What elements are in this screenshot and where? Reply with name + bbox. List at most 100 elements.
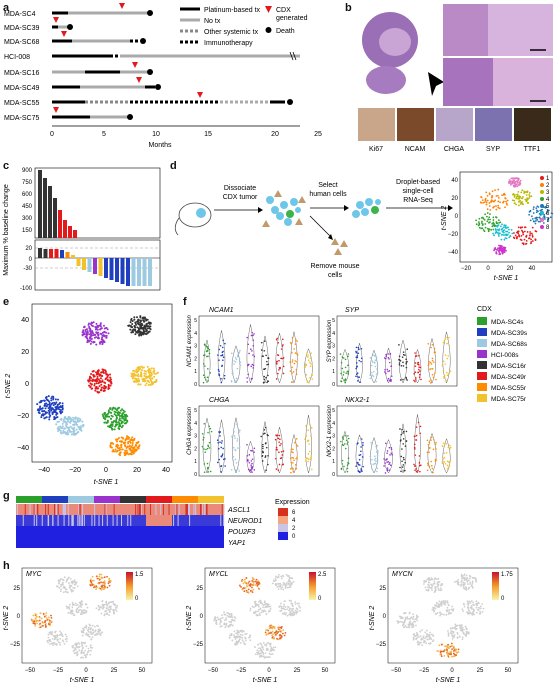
tsne-point bbox=[503, 248, 506, 251]
tsne-point bbox=[64, 431, 67, 434]
tsne-point bbox=[99, 324, 102, 327]
tsne-point bbox=[103, 580, 106, 582]
tsne-point bbox=[44, 624, 47, 626]
violin-point bbox=[296, 354, 299, 356]
violin-point bbox=[430, 379, 432, 381]
violin-point bbox=[253, 451, 255, 453]
tsne-point bbox=[227, 615, 230, 618]
tsne-point bbox=[221, 614, 223, 617]
violin-point bbox=[250, 348, 252, 350]
tsne-point bbox=[507, 228, 510, 231]
tsne-point bbox=[110, 417, 113, 420]
violin-point bbox=[203, 463, 206, 465]
violin-point bbox=[238, 431, 241, 433]
legend-label: Immunotherapy bbox=[204, 40, 253, 47]
tsne-point bbox=[104, 414, 107, 417]
heatmap-cell bbox=[200, 504, 202, 515]
tsne-point bbox=[423, 640, 426, 643]
heatmap-cell bbox=[121, 515, 123, 526]
tsne-point bbox=[115, 438, 118, 441]
tsne-point bbox=[526, 191, 529, 194]
tsne-point bbox=[73, 587, 76, 589]
violin-point bbox=[357, 442, 359, 444]
tsne-point bbox=[492, 216, 495, 219]
tick-label: 0 bbox=[104, 467, 108, 474]
violin-point bbox=[289, 361, 292, 363]
violin-point bbox=[233, 381, 236, 383]
violin-point bbox=[220, 446, 222, 449]
tsne-point bbox=[102, 415, 105, 418]
tsne-point bbox=[109, 407, 112, 410]
violin-point bbox=[358, 464, 361, 466]
tsne-point bbox=[34, 618, 37, 621]
violin-point bbox=[430, 363, 433, 365]
tsne-point bbox=[110, 378, 113, 381]
violin-point bbox=[386, 467, 389, 469]
tsne-point bbox=[271, 636, 274, 639]
tsne-point bbox=[296, 602, 299, 605]
tsne-point bbox=[468, 610, 471, 612]
tsne-point bbox=[101, 331, 104, 334]
tsne-point bbox=[75, 648, 77, 651]
tsne-point bbox=[77, 430, 80, 433]
violin-point bbox=[291, 451, 293, 453]
tsne-point bbox=[543, 216, 546, 219]
tsne-point bbox=[131, 377, 134, 380]
tsne-point bbox=[108, 426, 111, 429]
tsne-point bbox=[95, 387, 98, 390]
violin-point bbox=[414, 355, 417, 358]
violin-point bbox=[220, 455, 223, 458]
tsne-point bbox=[116, 407, 119, 410]
tsne-point bbox=[63, 585, 66, 588]
tick-label: 750 bbox=[22, 180, 33, 186]
violin-point bbox=[251, 462, 253, 465]
tsne-point bbox=[62, 431, 65, 434]
tsne-point bbox=[72, 420, 75, 423]
tsne-point bbox=[479, 201, 482, 204]
violin-point bbox=[383, 371, 386, 373]
tsne-point bbox=[80, 656, 83, 659]
violin bbox=[414, 414, 421, 474]
violin-point bbox=[295, 457, 297, 460]
violin-point bbox=[291, 352, 293, 354]
heatmap-cell bbox=[113, 504, 115, 515]
tsne-point bbox=[267, 641, 269, 644]
violin-point bbox=[253, 355, 256, 358]
tsne-point bbox=[96, 390, 99, 393]
tsne-point bbox=[126, 452, 129, 455]
tick-label: 3 bbox=[332, 344, 335, 350]
violin-point bbox=[267, 463, 269, 466]
tsne-point bbox=[530, 215, 533, 218]
tsne-point bbox=[247, 588, 250, 591]
tsne-point bbox=[66, 578, 69, 581]
violin-point bbox=[236, 440, 239, 442]
tsne-point bbox=[105, 331, 108, 334]
tsne-point bbox=[99, 587, 102, 590]
tsne-point bbox=[82, 423, 85, 426]
violin-point bbox=[251, 467, 254, 469]
tsne-point bbox=[90, 649, 92, 652]
violin-point bbox=[418, 364, 420, 366]
violin-point bbox=[426, 469, 429, 472]
stain-label: CHGA bbox=[444, 146, 465, 153]
violin-point bbox=[266, 381, 268, 384]
tsne-point bbox=[448, 611, 450, 614]
tsne-point bbox=[495, 195, 498, 197]
violin-point bbox=[234, 357, 237, 359]
tsne-point bbox=[100, 632, 103, 634]
tsne-point bbox=[65, 640, 68, 643]
tsne-point bbox=[139, 321, 142, 324]
violin-point bbox=[416, 362, 419, 364]
violin-point bbox=[305, 355, 308, 357]
violin-point bbox=[418, 455, 421, 457]
violin-point bbox=[236, 367, 239, 370]
tsne-point bbox=[428, 636, 431, 638]
tsne-point bbox=[242, 582, 245, 585]
violin-point bbox=[447, 446, 450, 449]
tsne-point bbox=[244, 587, 247, 589]
tsne-point bbox=[485, 191, 488, 194]
tsne-point bbox=[110, 426, 113, 429]
tsne-point bbox=[249, 634, 252, 637]
violin-point bbox=[246, 381, 249, 383]
tsne-point bbox=[466, 611, 468, 613]
